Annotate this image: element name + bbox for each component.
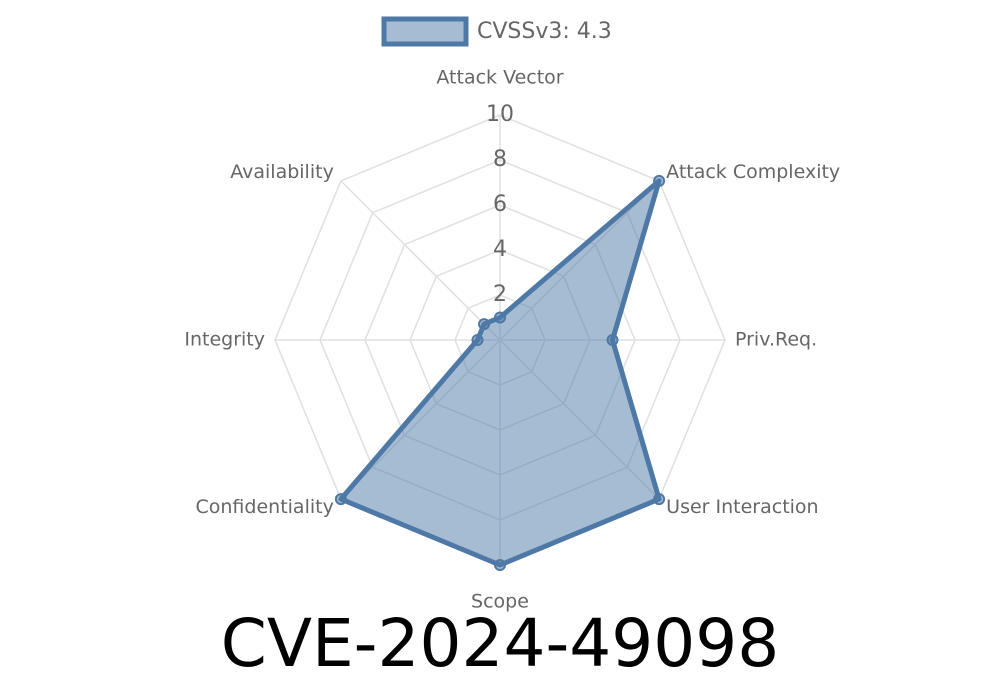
tick-label: 10	[486, 102, 514, 127]
data-point	[471, 334, 484, 346]
chart-title: CVE-2024-49098	[221, 605, 780, 682]
axis-label: Scope	[471, 591, 529, 613]
data-point	[334, 493, 347, 506]
axis-label: Priv.Req.	[735, 329, 817, 351]
axis-label: Integrity	[184, 329, 265, 351]
axis-label: Availability	[230, 161, 334, 183]
tick-label: 2	[493, 282, 507, 307]
axis-label: User Interaction	[666, 496, 818, 518]
legend-label: CVSSv3: 4.3	[477, 19, 612, 44]
axis-label: Attack Vector	[436, 67, 563, 89]
data-point	[478, 318, 491, 331]
data-point	[494, 311, 506, 324]
spoke	[340, 180, 501, 341]
data-point	[653, 174, 666, 187]
legend-swatch	[381, 16, 469, 47]
data-point	[653, 493, 666, 506]
tick-label: 8	[493, 147, 507, 172]
data-point	[494, 559, 506, 571]
data-point	[606, 334, 619, 346]
tick-label: 6	[493, 192, 507, 217]
axis-label: Confidentiality	[196, 496, 334, 518]
axis-label: Attack Complexity	[666, 161, 840, 183]
tick-label: 4	[493, 237, 507, 262]
